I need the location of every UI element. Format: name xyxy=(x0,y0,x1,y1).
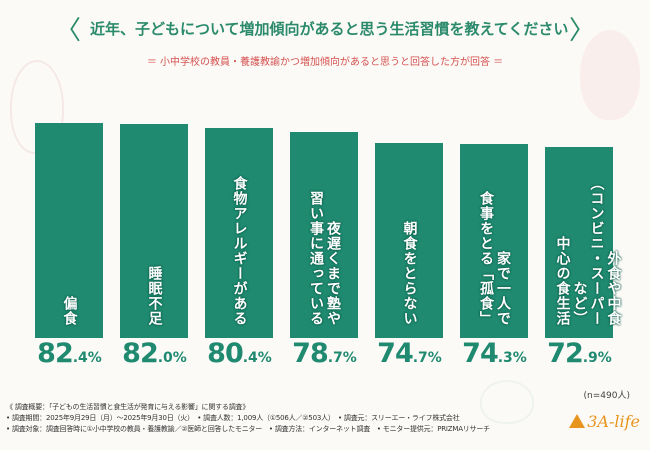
note-line: • 調査期間：2025年9月29日（月）～2025年9月30日（火） • 調査人… xyxy=(6,414,460,422)
value-label: 82.4% xyxy=(37,338,102,369)
logo-triangle-icon xyxy=(569,414,586,428)
left-bracket-icon: 〈 xyxy=(55,16,82,46)
bar xyxy=(460,143,528,338)
value-label: 82.0% xyxy=(122,338,187,369)
category-label: 外食や中食 （コンビニ・スーパーなど） 中心の食生活 xyxy=(554,175,622,326)
value-label: 80.4% xyxy=(207,338,272,369)
note-line: • 調査対象：調査回答時に①小中学校の教員・養護教諭／②医師と回答したモニター … xyxy=(6,425,490,433)
note-line: 《 調査概要：「子どもの生活習慣と食生活が発育に与える影響」に関する調査》 xyxy=(6,403,250,411)
category-label: 夜遅くまで塾や 習い事に通っている xyxy=(308,190,341,326)
value-label: 74.7% xyxy=(377,338,442,369)
category-label: 偏食 xyxy=(61,295,78,326)
bar-chart: 偏食 82.4% 睡眠不足 82.0% 食物アレルギーがある 80.4% 夜遅くまで塾や 習い… xyxy=(35,122,622,369)
survey-notes: 《 調査概要：「子どもの生活習慣と食生活が発育に与える影響」に関する調査》 • … xyxy=(6,402,546,435)
bar xyxy=(290,132,358,338)
value-label: 78.7% xyxy=(292,338,357,369)
tree-decoration xyxy=(480,380,534,424)
category-label: 家で一人で 食事をとる「孤食」 xyxy=(478,190,511,326)
right-bracket-icon: 〉 xyxy=(568,16,595,46)
logo-text: 3A-life xyxy=(587,412,640,431)
bar xyxy=(375,142,443,338)
category-label: 睡眠不足 xyxy=(146,265,163,326)
sample-size: (n=490人) xyxy=(583,391,630,401)
page-title: 近年、子どもについて増加傾向があると思う生活習慣を教えてください xyxy=(90,20,569,38)
subtitle: ＝ 小中学校の教員・養護教諭かつ増加傾向があると思うと回答した方が回答 ＝ xyxy=(146,57,504,68)
bar xyxy=(545,147,613,338)
bar xyxy=(35,122,103,338)
logo: 3A-life xyxy=(569,412,640,431)
bar xyxy=(120,123,188,338)
category-label: 食物アレルギーがある xyxy=(231,175,248,326)
tree-decoration xyxy=(580,30,640,120)
value-label: 72.9% xyxy=(547,338,612,369)
value-label: 74.3% xyxy=(462,338,527,369)
category-label: 朝食をとらない xyxy=(401,220,418,326)
bar xyxy=(205,127,273,338)
